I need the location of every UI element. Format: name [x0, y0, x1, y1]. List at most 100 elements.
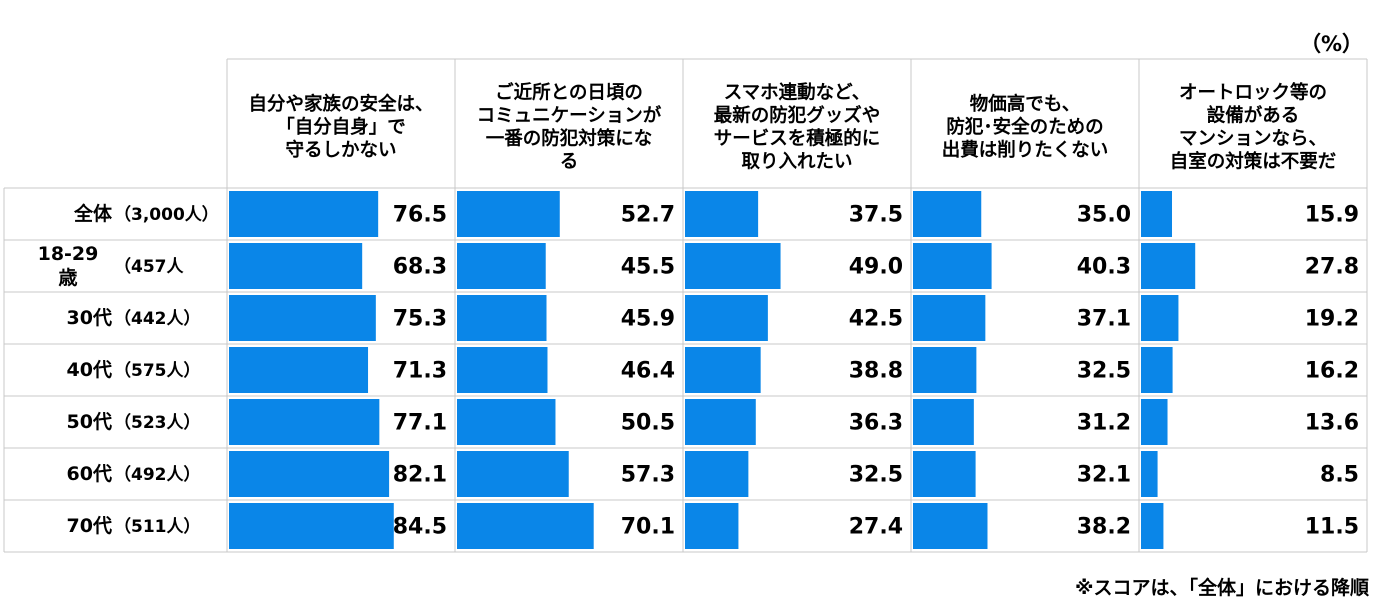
bar	[457, 399, 556, 445]
data-label: 32.1	[1077, 463, 1131, 488]
bar	[1141, 243, 1196, 289]
data-label: 36.3	[849, 411, 903, 436]
data-label: 35.0	[1077, 203, 1131, 228]
row-sample-size: （3,000人）	[114, 204, 219, 225]
bar	[457, 243, 546, 289]
data-label: 16.2	[1305, 359, 1359, 384]
column-header-line: 一番の防犯対策にな	[486, 128, 653, 150]
bar	[457, 347, 548, 393]
data-label: 11.5	[1305, 515, 1359, 540]
data-label: 84.5	[393, 515, 447, 540]
column-header-line: コミュニケーションが	[477, 105, 662, 127]
data-label: 75.3	[393, 307, 447, 332]
bar	[913, 451, 976, 497]
column-header-line: 物価高でも、	[970, 93, 1080, 115]
bar	[229, 243, 363, 289]
column-header-line: スマホ連動など、	[724, 82, 871, 104]
data-label: 76.5	[393, 203, 447, 228]
column-header-line: 「自分自身」で	[276, 116, 406, 138]
bar	[1141, 295, 1179, 341]
bar	[913, 503, 988, 549]
bar	[1141, 191, 1173, 237]
data-label: 40.3	[1077, 255, 1131, 280]
data-label: 13.6	[1305, 411, 1359, 436]
data-label: 32.5	[1077, 359, 1131, 384]
data-label: 27.8	[1305, 255, 1359, 280]
data-label: 70.1	[621, 515, 675, 540]
bar	[457, 295, 547, 341]
column-header-line: 防犯･安全のための	[946, 116, 1103, 138]
bar	[229, 451, 390, 497]
row-label: 全体	[73, 202, 113, 225]
data-label: 45.5	[621, 255, 675, 280]
data-label: 45.9	[621, 307, 675, 332]
bar	[1141, 451, 1158, 497]
data-label: 32.5	[849, 463, 903, 488]
row-label: 30代	[67, 307, 112, 329]
bar	[913, 295, 986, 341]
data-label: 38.8	[849, 359, 903, 384]
row-label: 50代	[67, 411, 112, 433]
data-label: 8.5	[1320, 463, 1359, 488]
bar	[457, 503, 594, 549]
data-label: 38.2	[1077, 515, 1131, 540]
bar	[229, 295, 376, 341]
data-label: 49.0	[849, 255, 903, 280]
data-label: 15.9	[1305, 203, 1359, 228]
row-sample-size: （442人）	[114, 308, 201, 329]
bar	[457, 451, 569, 497]
bar	[1141, 399, 1168, 445]
data-label: 42.5	[849, 307, 903, 332]
bar	[1141, 347, 1173, 393]
data-label: 31.2	[1077, 411, 1131, 436]
bar	[229, 191, 379, 237]
bar	[913, 399, 974, 445]
data-label: 68.3	[393, 255, 447, 280]
bar	[685, 451, 749, 497]
row-sample-size: （492人）	[114, 464, 201, 485]
bar	[229, 503, 394, 549]
data-label: 37.1	[1077, 307, 1131, 332]
column-header-line: 自室の対策は不要だ	[1170, 151, 1337, 173]
bar	[229, 347, 369, 393]
bar	[457, 191, 560, 237]
row-sample-size: （523人）	[114, 412, 201, 433]
bar	[1141, 503, 1164, 549]
row-sample-size: （575人）	[114, 360, 201, 381]
data-label: 19.2	[1305, 307, 1359, 332]
data-label: 50.5	[621, 411, 675, 436]
data-label: 57.3	[621, 463, 675, 488]
column-header-line: ご近所との日頃の	[495, 82, 643, 104]
column-header-line: 最新の防犯グッズや	[714, 105, 881, 127]
row-label: 歳	[58, 267, 77, 289]
unit-label: （%）	[1299, 32, 1363, 56]
row-label: 60代	[67, 463, 112, 485]
row-label: 18-29	[38, 243, 99, 265]
data-label: 52.7	[621, 203, 675, 228]
bar	[913, 347, 977, 393]
column-header-line: 自分や家族の安全は、	[248, 93, 433, 115]
column-header-line: る	[560, 152, 579, 173]
bar	[685, 503, 739, 549]
data-label: 71.3	[393, 359, 447, 384]
bar	[685, 295, 768, 341]
row-sample-size: （457人	[114, 256, 184, 277]
bar	[913, 243, 992, 289]
data-label: 27.4	[849, 515, 903, 540]
data-label: 46.4	[621, 359, 675, 384]
data-label: 82.1	[393, 463, 447, 488]
bar	[685, 347, 761, 393]
bar	[685, 399, 756, 445]
row-label: 40代	[67, 359, 112, 381]
column-header-line: マンションなら、	[1179, 129, 1327, 150]
column-header-line: 守るしかない	[285, 139, 396, 161]
bar	[685, 243, 781, 289]
data-label: 77.1	[393, 411, 447, 436]
row-sample-size: （511人）	[114, 516, 201, 537]
data-label: 37.5	[849, 203, 903, 228]
column-header-line: 出費は削りたくない	[942, 139, 1109, 161]
column-header-line: 設備がある	[1207, 105, 1300, 127]
footnote: ※スコアは、「全体」における降順	[1075, 577, 1369, 599]
column-header-line: 取り入れたい	[741, 152, 852, 173]
